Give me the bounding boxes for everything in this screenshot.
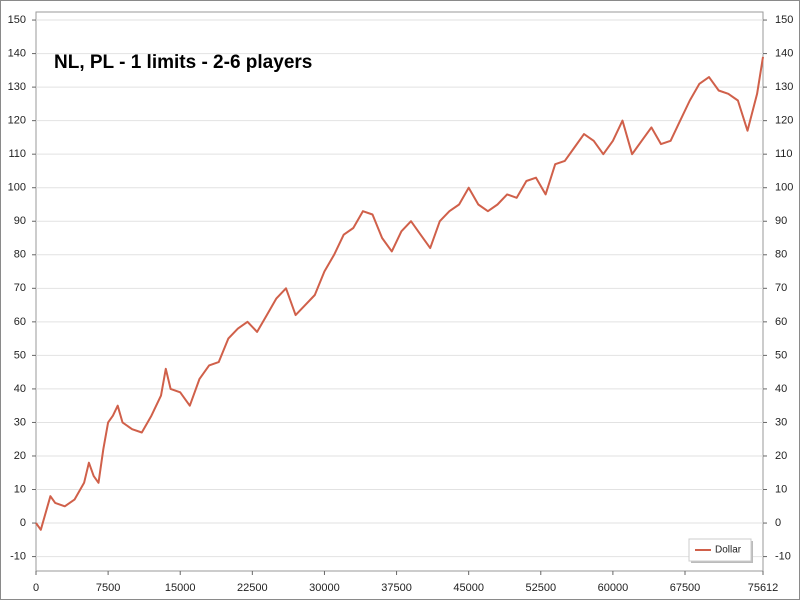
legend <box>688 538 752 562</box>
x-tick-label: 22500 <box>237 582 268 594</box>
y2-tick-label: 0 <box>775 517 781 529</box>
y-tick-label: 40 <box>14 383 26 395</box>
x-tick-label: 15000 <box>165 582 196 594</box>
y2-tick-label: -10 <box>775 550 791 562</box>
y2-tick-label: 60 <box>775 316 787 328</box>
y-tick-label: 80 <box>14 249 26 261</box>
y2-tick-label: 80 <box>775 249 787 261</box>
y2-tick-label: 120 <box>775 115 793 127</box>
y2-tick-label: 70 <box>775 282 787 294</box>
y-tick-label: 50 <box>14 349 26 361</box>
y2-tick-label: 10 <box>775 483 787 495</box>
x-tick-label: 0 <box>33 582 39 594</box>
y-tick-label: 110 <box>8 148 26 160</box>
data-line <box>35 56 764 531</box>
y2-tick-label: 40 <box>775 383 787 395</box>
y2-tick-label: 140 <box>775 47 793 59</box>
plot-area <box>35 11 764 572</box>
y-tick-label: 20 <box>14 450 26 462</box>
y-tick-label: 70 <box>14 282 26 294</box>
y2-tick-label: 110 <box>775 148 793 160</box>
y-tick-label: 120 <box>8 115 26 127</box>
x-tick-label: 60000 <box>598 582 629 594</box>
x-tick-label: 7500 <box>96 582 120 594</box>
y2-tick-label: 150 <box>775 14 793 26</box>
y2-tick-label: 30 <box>775 416 787 428</box>
y2-tick-label: 20 <box>775 450 787 462</box>
x-tick-label: 45000 <box>453 582 484 594</box>
x-tick-label: 75612 <box>748 582 779 594</box>
y-tick-label: 100 <box>8 182 26 194</box>
x-tick-label: 37500 <box>381 582 412 594</box>
x-tick-label: 67500 <box>670 582 701 594</box>
chart-title: NL, PL - 1 limits - 2-6 players <box>54 52 312 73</box>
y-tick-label: 90 <box>14 215 26 227</box>
y-tick-label: 30 <box>14 416 26 428</box>
y-tick-label: 140 <box>8 47 26 59</box>
y-tick-label: 150 <box>8 14 26 26</box>
y-tick-label: 60 <box>14 316 26 328</box>
y2-tick-label: 50 <box>775 349 787 361</box>
y-tick-label: 10 <box>14 483 26 495</box>
x-tick-label: 30000 <box>309 582 340 594</box>
y-tick-label: 130 <box>8 81 26 93</box>
y-tick-label: 0 <box>20 517 26 529</box>
y2-tick-label: 90 <box>775 215 787 227</box>
x-tick-label: 52500 <box>525 582 556 594</box>
legend-label: Dollar <box>715 545 742 556</box>
y2-tick-label: 100 <box>775 182 793 194</box>
y2-tick-label: 130 <box>775 81 793 93</box>
y-tick-label: -10 <box>10 550 26 562</box>
